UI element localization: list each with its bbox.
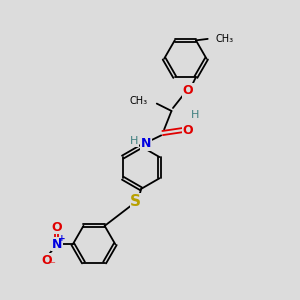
Text: ⁻: ⁻ bbox=[49, 260, 55, 270]
Text: +: + bbox=[58, 234, 66, 243]
Text: O: O bbox=[51, 220, 62, 234]
Text: H: H bbox=[130, 136, 138, 146]
Text: CH₃: CH₃ bbox=[215, 34, 233, 44]
Text: O: O bbox=[41, 254, 52, 267]
Text: N: N bbox=[52, 238, 62, 251]
Text: H: H bbox=[190, 110, 199, 120]
Text: CH₃: CH₃ bbox=[130, 96, 148, 106]
Text: O: O bbox=[182, 84, 193, 97]
Text: O: O bbox=[182, 124, 193, 136]
Text: S: S bbox=[130, 194, 141, 209]
Text: N: N bbox=[141, 137, 151, 150]
